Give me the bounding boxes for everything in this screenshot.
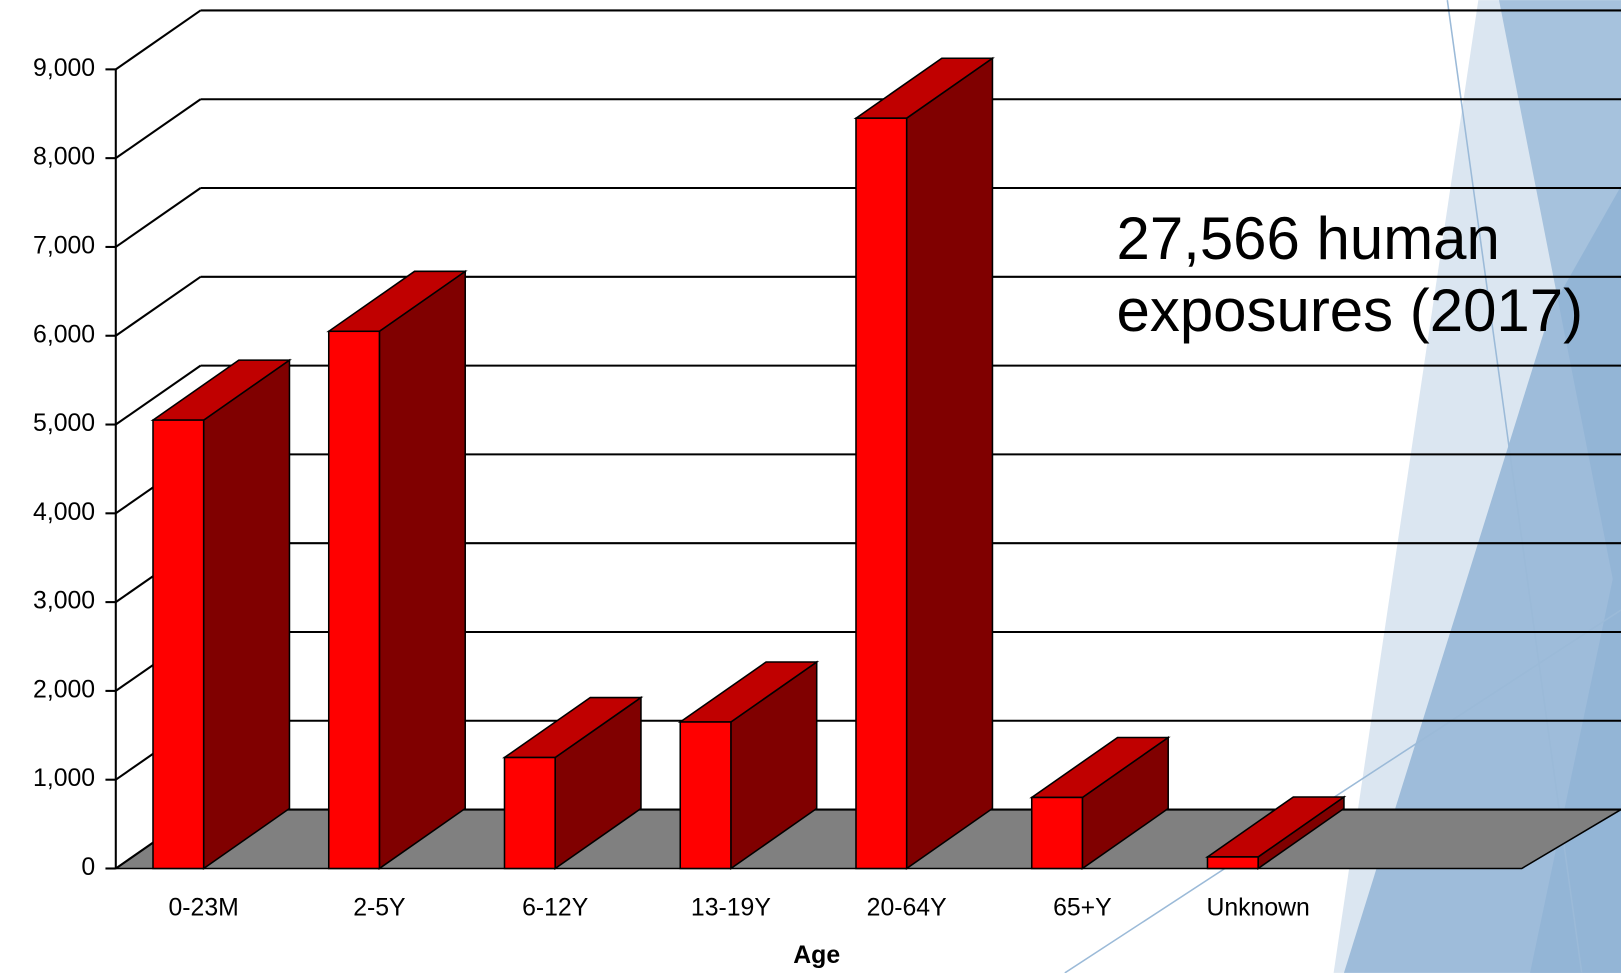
y-tick-label: 4,000 xyxy=(33,499,95,526)
y-tick-label: 0 xyxy=(81,854,95,881)
bar xyxy=(1206,856,1259,870)
y-tick-label: 3,000 xyxy=(33,588,95,615)
x-tick-label: 2-5Y xyxy=(353,894,405,921)
bar xyxy=(1030,796,1084,870)
x-tick-label: 65+Y xyxy=(1053,894,1112,921)
bar-side xyxy=(202,358,291,870)
y-tick-label: 5,000 xyxy=(33,410,95,437)
x-tick-label: 13-19Y xyxy=(691,894,771,921)
bar xyxy=(503,756,556,870)
wall-grid-line xyxy=(115,187,202,248)
x-axis-label: Age xyxy=(793,942,840,969)
y-tick-label: 1,000 xyxy=(33,765,95,792)
background-decoration xyxy=(1064,0,1621,973)
y-tick-label: 7,000 xyxy=(33,232,95,259)
bar xyxy=(152,419,205,870)
x-tick-label: 6-12Y xyxy=(522,894,588,921)
y-tick-label: 6,000 xyxy=(33,321,95,348)
bar-side xyxy=(378,269,466,870)
x-tick-label: 0-23M xyxy=(169,894,239,921)
wall-grid-line xyxy=(115,98,202,160)
wall-grid-line xyxy=(115,364,202,426)
annotation: exposures (2017) xyxy=(1117,277,1584,344)
wall-grid-line xyxy=(115,275,202,337)
bar xyxy=(679,721,732,870)
y-tick-label: 9,000 xyxy=(33,55,95,82)
x-tick-label: Unknown xyxy=(1206,894,1309,921)
bar xyxy=(327,330,381,870)
x-tick-label: 20-64Y xyxy=(867,894,947,921)
bar xyxy=(855,117,908,870)
y-tick-label: 8,000 xyxy=(33,144,95,171)
bar-side xyxy=(905,56,994,870)
annotation: 27,566 human xyxy=(1117,205,1500,272)
wall-grid-line xyxy=(115,9,202,71)
y-tick-label: 2,000 xyxy=(33,676,95,703)
